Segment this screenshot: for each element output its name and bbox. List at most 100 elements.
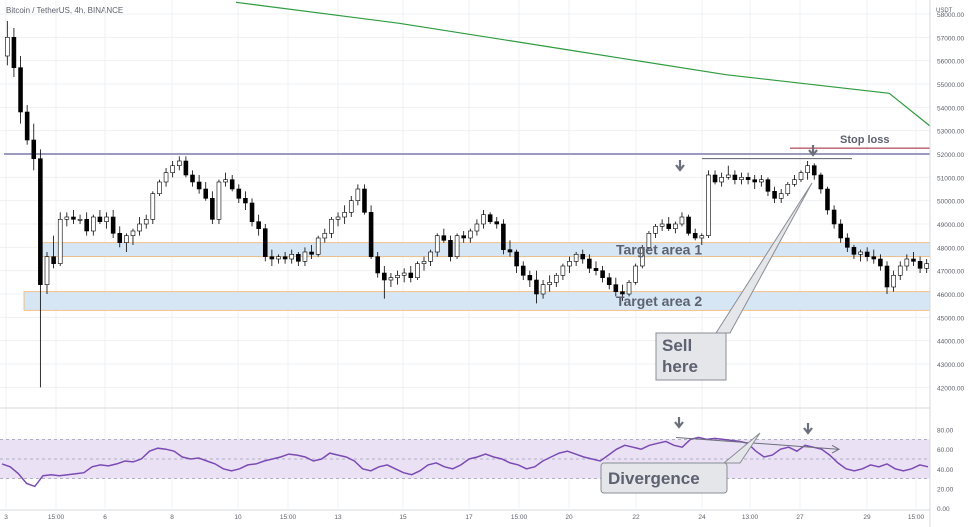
candle-body	[864, 251, 870, 257]
price-tick-label: 57000.00	[937, 35, 964, 42]
price-tick-label: 53000.00	[937, 129, 964, 136]
candle-body	[805, 165, 810, 173]
divergence-label: Divergence	[608, 469, 700, 488]
sell-here-box	[655, 332, 727, 381]
candle	[342, 205, 347, 224]
candle-body	[468, 230, 473, 239]
candle-body	[831, 209, 837, 225]
candle-body	[699, 235, 705, 239]
candle	[117, 226, 123, 248]
candle-body	[507, 249, 513, 253]
rsi-divergence-arrowhead	[831, 444, 841, 454]
candle-body	[104, 216, 109, 222]
candle-body	[719, 177, 724, 183]
candle-body	[329, 219, 334, 234]
price-tick-label: 55000.00	[937, 82, 964, 89]
candle	[388, 273, 394, 287]
candle-body	[269, 256, 275, 260]
candle-body	[626, 282, 632, 295]
candle-body	[871, 256, 877, 260]
target-zones	[23, 242, 931, 311]
candle	[395, 270, 400, 285]
candle	[163, 168, 169, 187]
candle	[752, 175, 758, 189]
candle	[772, 186, 777, 203]
moving-average	[235, 1, 931, 127]
time-tick-label: 22	[632, 514, 640, 521]
candle-body	[527, 275, 533, 281]
rsi-pane	[0, 436, 930, 488]
candle	[401, 268, 407, 283]
candle	[97, 210, 103, 224]
candle	[348, 196, 354, 217]
candle-body	[659, 223, 665, 227]
candle	[124, 233, 129, 252]
price-tick-label: 54000.00	[937, 105, 964, 112]
candle-body	[44, 256, 50, 285]
candle-body	[666, 223, 672, 229]
candle-body	[778, 193, 784, 199]
candle-body	[77, 219, 83, 221]
candle-body	[157, 181, 162, 194]
candle	[474, 219, 480, 236]
candle	[18, 56, 23, 124]
candle-body	[355, 188, 361, 201]
candle-body	[673, 223, 678, 229]
candle	[494, 217, 500, 229]
sell-here-pointer	[715, 182, 813, 334]
candle	[778, 189, 784, 203]
candle-body	[296, 254, 301, 262]
candle-body	[653, 226, 658, 234]
candle	[176, 156, 182, 171]
candle-body	[818, 174, 824, 190]
candle-body	[501, 223, 506, 250]
candle-body	[573, 254, 579, 262]
candle	[375, 252, 380, 278]
candle-body	[878, 258, 883, 267]
target-area-2-label: Target area 2	[616, 293, 702, 309]
candle-body	[633, 265, 638, 283]
candle	[554, 273, 559, 287]
candle	[71, 210, 76, 224]
candle-body	[540, 284, 546, 295]
candle-body	[31, 139, 37, 159]
candle-body	[375, 256, 380, 274]
candle	[130, 228, 136, 245]
price-tick-label: 56000.00	[937, 59, 964, 66]
time-tick-label: 15:00	[908, 514, 925, 521]
candle	[626, 280, 632, 297]
arrow-head	[675, 164, 685, 172]
divergence-box	[600, 462, 728, 494]
candle	[692, 228, 698, 241]
candle	[84, 212, 89, 236]
candle	[57, 212, 63, 266]
rsi-divergence-line	[675, 436, 839, 450]
candle	[302, 247, 308, 266]
candle-body	[315, 237, 321, 255]
moving-average-line	[235, 1, 931, 127]
candle	[706, 170, 711, 238]
candle-body	[276, 256, 281, 260]
price-tick-label: 42000.00	[937, 385, 964, 392]
time-tick-label: 27	[796, 514, 804, 521]
candle	[487, 212, 493, 224]
candle-body	[143, 219, 149, 225]
candle-body	[487, 214, 493, 222]
candle	[845, 233, 850, 252]
time-tick-label: 20	[565, 514, 573, 521]
candle	[831, 205, 837, 229]
target-area-2-zone	[23, 291, 931, 311]
candle	[606, 273, 612, 290]
sell-here-label: Sell	[662, 336, 692, 355]
rsi-line	[1, 436, 929, 488]
candle-body	[904, 258, 910, 267]
arrow-head	[808, 149, 818, 157]
divergence-pointer	[722, 432, 761, 464]
candle-body	[282, 256, 288, 260]
candle	[269, 249, 275, 266]
rsi-arrow-1	[674, 417, 684, 429]
candle	[335, 212, 341, 227]
rsi-tick-label: 0.00	[937, 506, 950, 513]
candle	[216, 179, 222, 224]
